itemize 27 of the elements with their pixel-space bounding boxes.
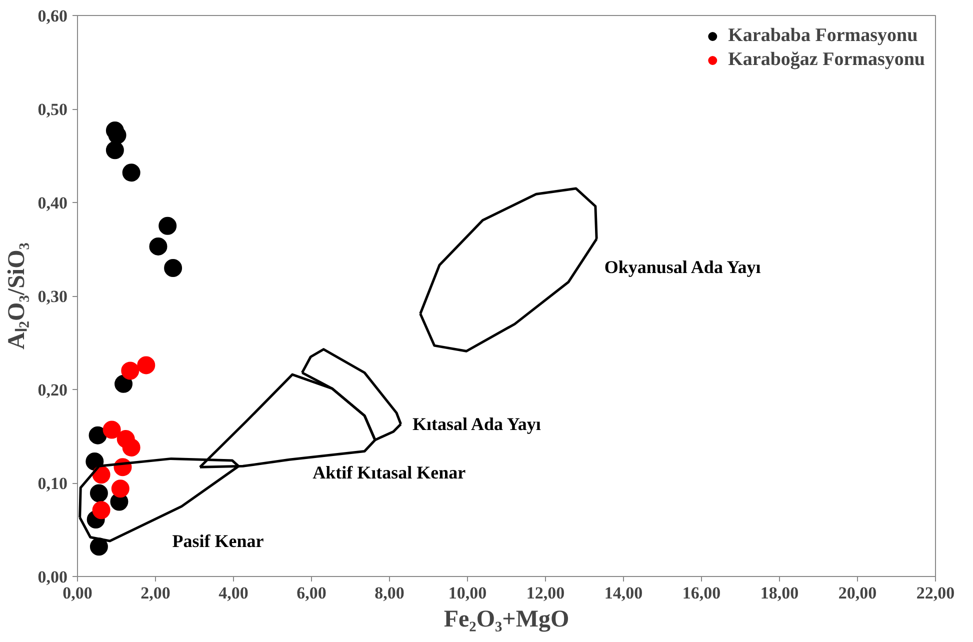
x-tick-label: 16,00 (682, 584, 721, 602)
y-tick-label: 0,00 (38, 568, 68, 586)
legend-label: Karaboğaz Formasyonu (728, 49, 925, 71)
series-label: Kıtasal Ada Yayı (412, 414, 541, 434)
x-tick-label: 22,00 (916, 584, 955, 602)
y-tick-label: 0,10 (38, 474, 68, 493)
y-tick-label: 0,20 (38, 380, 68, 400)
x-tick-label: 8,00 (374, 584, 404, 602)
y-tick-label: 0,50 (38, 100, 68, 119)
y-tick-label: 0,30 (38, 287, 68, 306)
x-tick-label: 0,00 (62, 584, 92, 602)
legend-label: Karababa Formasyonu (728, 25, 918, 47)
y-axis-title: Aₗ₂O₃/SiO₃ (4, 242, 30, 350)
x-axis-title: Fe₂O₃+MgO (444, 606, 570, 632)
x-tick-label: 4,00 (218, 584, 248, 602)
x-tick-label: 12,00 (526, 584, 565, 602)
x-tick-label: 2,00 (140, 584, 170, 602)
x-tick-label: 14,00 (604, 584, 643, 602)
x-tick-label: 6,00 (296, 584, 326, 602)
x-tick-label: 20,00 (838, 584, 877, 602)
series-label: Aktif Kıtasal Kenar (312, 462, 466, 483)
x-tick-label: 18,00 (760, 584, 799, 602)
y-tick-label: 0,40 (38, 194, 68, 212)
y-tick-label: 0,60 (38, 6, 68, 26)
series-label: Pasif Kenar (172, 530, 264, 551)
series-label: Okyanusal Ada Yayı (604, 257, 761, 278)
x-tick-label: 10,00 (448, 584, 487, 602)
